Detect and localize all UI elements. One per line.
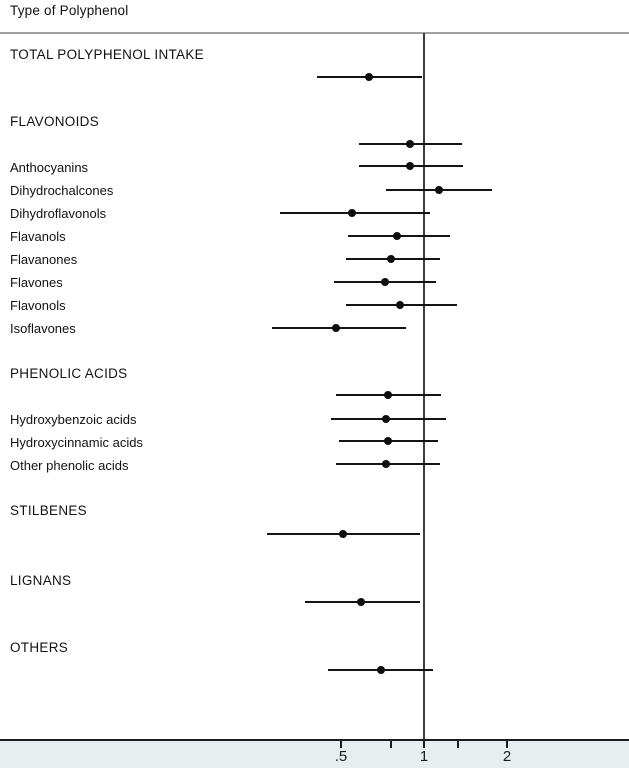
item-label: Anthocyanins — [10, 160, 89, 175]
axis-tick-label: .5 — [334, 748, 348, 765]
section-label: FLAVONOIDS — [10, 114, 100, 129]
header-separator-line — [0, 32, 629, 34]
item-label: Flavonols — [10, 298, 66, 313]
item-label: Hydroxybenzoic acids — [10, 412, 137, 427]
point-estimate-marker — [339, 530, 348, 538]
point-estimate-marker — [377, 666, 386, 674]
point-estimate-marker — [383, 437, 392, 445]
figure-title: Type of Polyphenol — [10, 3, 129, 18]
item-label: Hydroxycinnamic acids — [10, 435, 143, 450]
point-estimate-marker — [406, 140, 415, 148]
axis-footer-band — [0, 741, 629, 768]
point-estimate-marker — [364, 73, 373, 81]
point-estimate-marker — [393, 232, 402, 240]
axis-tick — [506, 740, 508, 748]
section-label: TOTAL POLYPHENOL INTAKE — [10, 47, 204, 62]
point-estimate-marker — [387, 255, 396, 263]
section-label: LIGNANS — [10, 573, 72, 588]
point-estimate-marker — [332, 324, 341, 332]
reference-line — [423, 33, 425, 740]
point-estimate-marker — [434, 186, 443, 194]
item-label: Flavanones — [10, 252, 78, 267]
section-label: STILBENES — [10, 503, 87, 518]
point-estimate-marker — [348, 209, 357, 217]
item-label: Other phenolic acids — [10, 458, 129, 473]
item-label: Isoflavones — [10, 321, 76, 336]
point-estimate-marker — [380, 278, 389, 286]
axis-tick-label: 2 — [502, 748, 512, 765]
item-label: Dihydrochalcones — [10, 183, 114, 198]
axis-tick — [390, 740, 393, 748]
point-estimate-marker — [383, 391, 392, 399]
point-estimate-marker — [382, 415, 391, 423]
point-estimate-marker — [406, 162, 415, 170]
axis-tick — [457, 740, 460, 748]
item-label: Flavones — [10, 275, 63, 290]
section-label: OTHERS — [10, 640, 69, 655]
point-estimate-marker — [382, 460, 391, 468]
point-estimate-marker — [356, 598, 365, 606]
item-label: Dihydroflavonols — [10, 206, 107, 221]
section-label: PHENOLIC ACIDS — [10, 366, 128, 381]
item-label: Flavanols — [10, 229, 66, 244]
axis-tick — [340, 740, 342, 748]
point-estimate-marker — [396, 301, 405, 309]
axis-tick — [423, 740, 425, 748]
x-axis-line — [0, 739, 629, 741]
axis-tick-label: 1 — [419, 748, 429, 765]
